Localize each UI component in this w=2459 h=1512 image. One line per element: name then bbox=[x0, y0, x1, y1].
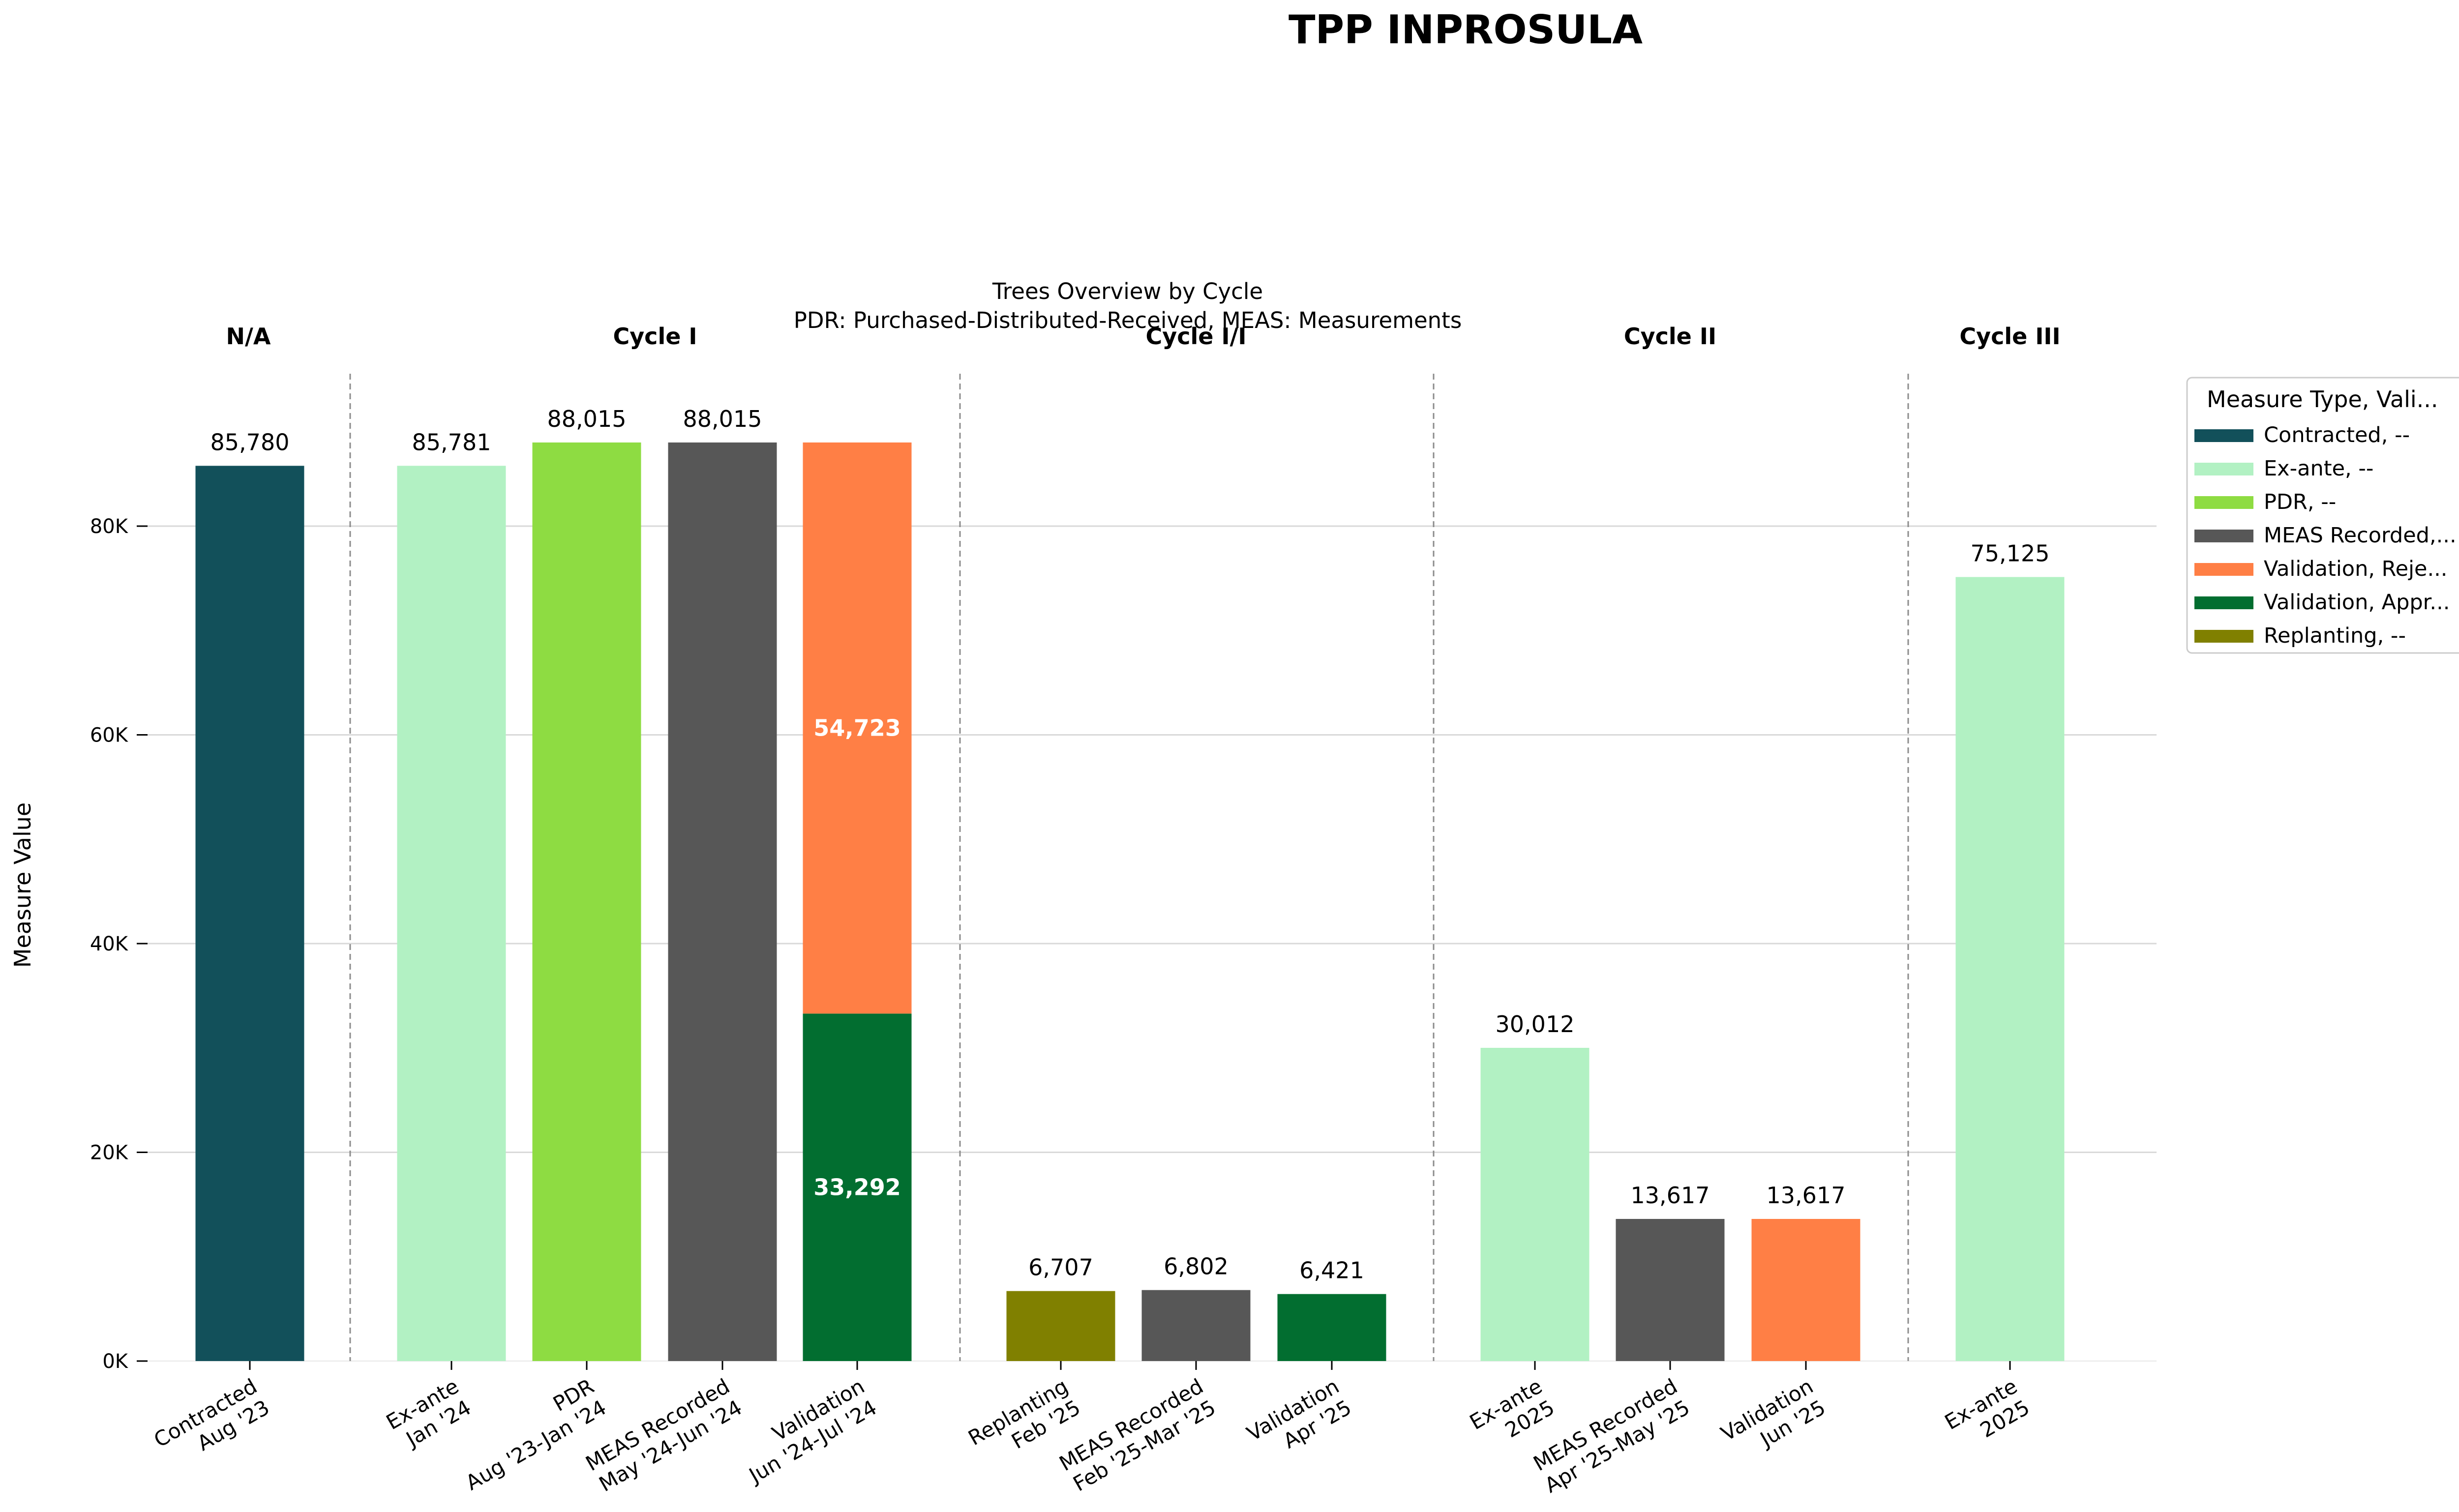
bar-value-label: 75,125 bbox=[1971, 540, 2050, 566]
cycle-label: Cycle I bbox=[613, 323, 697, 350]
legend-entry-label: Ex-ante, -- bbox=[2264, 456, 2373, 481]
x-tick-label: Ex-ante2025 bbox=[1466, 1374, 1559, 1455]
legend-swatch bbox=[2194, 596, 2253, 609]
bars bbox=[195, 442, 2065, 1362]
bar-value-label: 30,012 bbox=[1496, 1011, 1575, 1038]
legend-entry-label: Validation, Appr... bbox=[2264, 590, 2450, 615]
y-tick-label: 40K bbox=[90, 933, 129, 955]
legend-entry-label: Contracted, -- bbox=[2264, 423, 2410, 447]
x-tick-label: ValidationApr '25 bbox=[1243, 1374, 1355, 1467]
x-tick-label: ValidationJun '25 bbox=[1717, 1374, 1829, 1467]
legend-entry-label: Validation, Reje... bbox=[2264, 557, 2447, 581]
cycle-labels: N/A Cycle I Cycle I/I Cycle II Cycle III bbox=[226, 323, 2061, 350]
x-tick-label: MEAS RecordedMay '24-Jun '24 bbox=[581, 1374, 746, 1497]
legend-entry-label: PDR, -- bbox=[2264, 490, 2336, 514]
bar-value-label: 6,802 bbox=[1164, 1253, 1229, 1280]
y-tick-label: 20K bbox=[90, 1142, 129, 1164]
bar-segment bbox=[1751, 1218, 1860, 1361]
cycle-separators bbox=[349, 374, 1909, 1361]
legend-swatch bbox=[2194, 429, 2253, 442]
bar-value-label: 13,617 bbox=[1631, 1182, 1710, 1209]
cycle-label: Cycle III bbox=[1959, 323, 2060, 350]
legend-swatch bbox=[2194, 496, 2253, 509]
bar-segment bbox=[397, 466, 506, 1361]
legend-title: Measure Type, Vali... bbox=[2207, 386, 2438, 413]
legend-frame bbox=[2186, 377, 2459, 654]
x-tick-label: Ex-ante2025 bbox=[1941, 1374, 2034, 1455]
bar-segment bbox=[1141, 1290, 1251, 1361]
legend: Measure Type, Vali... Contracted, -- Ex-a… bbox=[2186, 377, 2459, 654]
bar-segment bbox=[195, 466, 304, 1361]
bar-inner-label: 33,292 bbox=[813, 1174, 901, 1201]
bar-value-label: 13,617 bbox=[1767, 1182, 1846, 1209]
cycle-label: N/A bbox=[226, 323, 271, 350]
legend-swatch bbox=[2194, 630, 2253, 643]
bar-value-label: 88,015 bbox=[683, 406, 762, 432]
y-tick-label: 80K bbox=[90, 515, 129, 538]
bar-segment bbox=[1277, 1294, 1386, 1361]
chart-subtitle-line2: PDR: Purchased-Distributed-Received, MEA… bbox=[794, 307, 1462, 333]
bar-value-label: 88,015 bbox=[547, 406, 627, 432]
x-tick-label: PDRAug '23-Jan '24 bbox=[450, 1374, 610, 1495]
bar-value-label: 85,781 bbox=[412, 429, 491, 455]
chart-subtitle-line1: Trees Overview by Cycle bbox=[992, 278, 1263, 304]
legend-swatch bbox=[2194, 463, 2253, 475]
bar-segment bbox=[1955, 577, 2065, 1361]
legend-swatch bbox=[2194, 530, 2253, 542]
bar-segment bbox=[668, 442, 777, 1362]
data-labels: 85,780 85,781 88,015 88,015 33,292 54,723 6,70… bbox=[210, 406, 2050, 1284]
legend-entry-label: Replanting, -- bbox=[2264, 623, 2406, 648]
legend-swatch bbox=[2194, 563, 2253, 576]
x-tick-label: ValidationJun '24-Jul '24 bbox=[731, 1374, 881, 1488]
cycle-label: Cycle I/I bbox=[1145, 323, 1246, 350]
x-tick-label: Ex-anteJan '24 bbox=[382, 1374, 475, 1455]
chart-title: TPP INPROSULA bbox=[1289, 7, 1643, 53]
bar-segment bbox=[1616, 1218, 1725, 1361]
x-tick-label: ContractedAug '23 bbox=[150, 1374, 273, 1473]
bar-segment bbox=[1480, 1047, 1589, 1361]
x-tick-label: MEAS RecordedApr '25-May '25 bbox=[1529, 1374, 1694, 1497]
bar-segment bbox=[803, 442, 912, 1014]
bar-segment bbox=[803, 1013, 912, 1361]
cycle-label: Cycle II bbox=[1624, 323, 1716, 350]
bar-segment bbox=[532, 442, 641, 1362]
y-tick-label: 0K bbox=[102, 1350, 128, 1373]
y-tick-label: 60K bbox=[90, 724, 129, 747]
legend-items: Contracted, -- Ex-ante, -- PDR, -- MEAS Rec… bbox=[2194, 423, 2457, 648]
y-axis-label: Measure Value bbox=[9, 802, 36, 968]
x-tick-label: MEAS RecordedFeb '25-Mar '25 bbox=[1055, 1374, 1220, 1497]
bar-segment bbox=[1006, 1291, 1115, 1361]
x-tick-label-line: Aug '23-Jan '24 bbox=[462, 1395, 610, 1495]
bar-inner-label: 54,723 bbox=[813, 715, 901, 741]
bar-value-label: 85,780 bbox=[210, 429, 290, 455]
bar-value-label: 6,421 bbox=[1299, 1257, 1364, 1284]
bar-value-label: 6,707 bbox=[1028, 1254, 1093, 1281]
legend-entry-label: MEAS Recorded,... bbox=[2264, 523, 2457, 548]
